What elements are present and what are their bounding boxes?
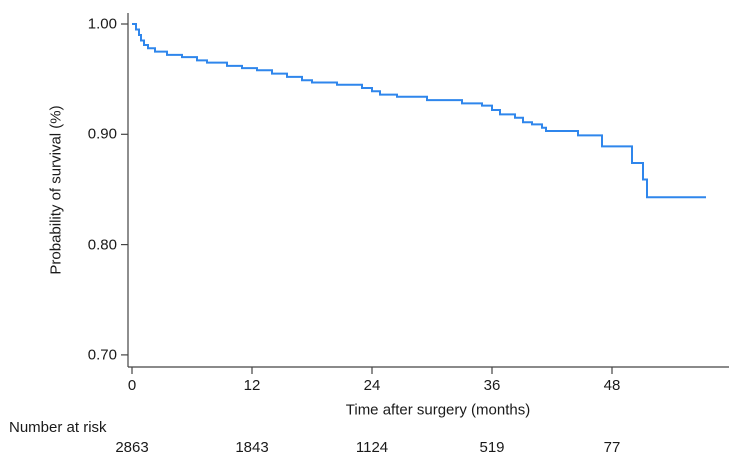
risk-count-value: 1124 [355,439,389,456]
risk-table-label: Number at risk [9,419,107,436]
risk-count-value: 1843 [235,439,269,456]
risk-count-value: 77 [603,439,621,456]
x-tick-label: 36 [483,377,501,394]
x-tick-label: 48 [603,377,621,394]
x-tick-label: 24 [363,377,381,394]
y-tick-label: 0.80 [87,236,117,254]
y-tick-label: 0.70 [87,346,117,364]
y-tick-label: 0.90 [87,125,117,143]
risk-count-value: 2863 [115,439,149,456]
risk-count-value: 519 [479,439,505,456]
survival-curve [132,23,706,199]
x-tick-label: 0 [127,377,137,394]
x-axis-title: Time after surgery (months) [345,401,531,419]
x-tick-label: 12 [243,377,261,394]
y-tick-label: 1.00 [87,15,117,33]
